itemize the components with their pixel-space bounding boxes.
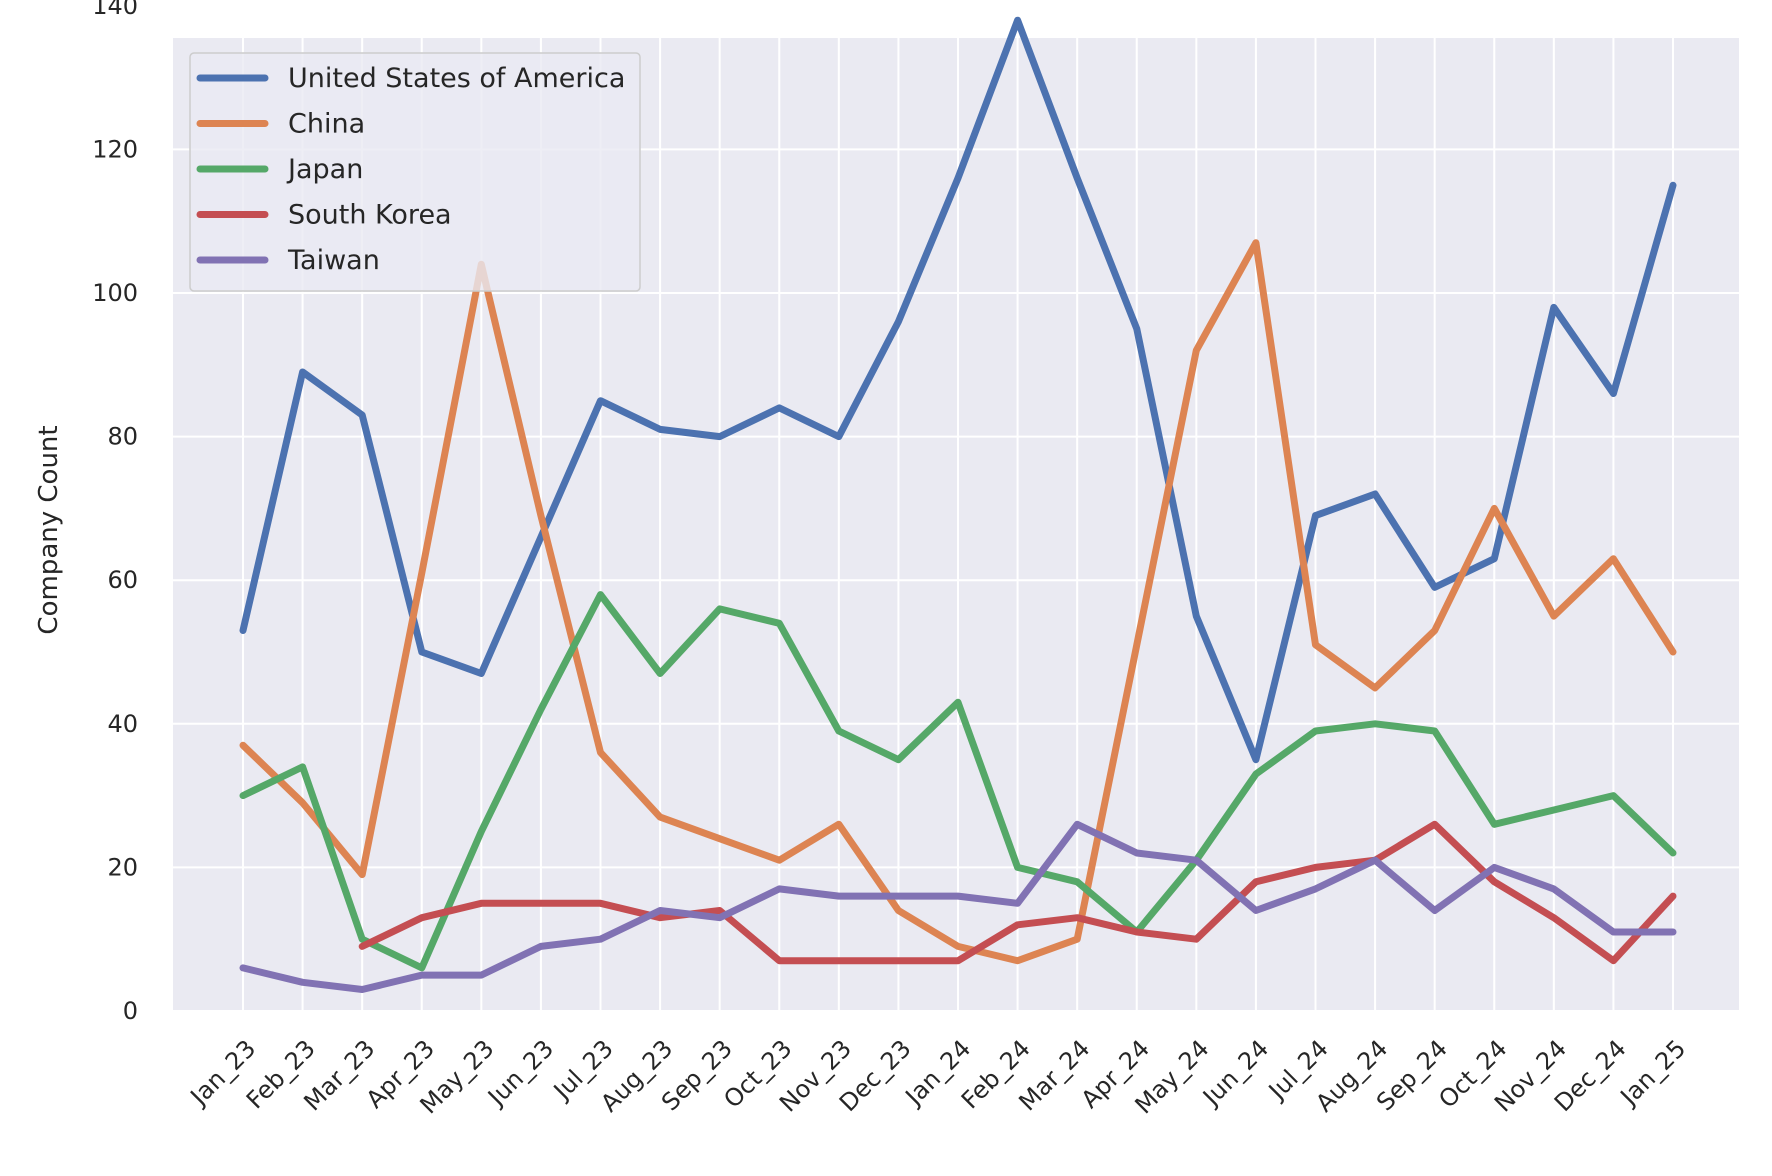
y-tick-label: 80 xyxy=(107,423,138,451)
y-tick-label: 140 xyxy=(92,0,138,20)
y-tick-label: 60 xyxy=(107,566,138,594)
y-tick-label: 20 xyxy=(107,853,138,881)
legend-label: United States of America xyxy=(288,63,625,94)
legend-label: South Korea xyxy=(288,200,452,231)
series-line-united-states-of-america xyxy=(239,16,1677,764)
x-tick-labels: Jan_23Feb_23Mar_23Apr_23May_23Jun_23Jul_… xyxy=(184,1034,1691,1119)
y-tick-label: 40 xyxy=(107,710,138,738)
y-tick-labels: 0 20 40 60 80 100 120 140 xyxy=(92,0,138,1025)
legend-label: Taiwan xyxy=(287,245,380,276)
legend-box xyxy=(189,52,641,292)
x-tick-label: Jun_24 xyxy=(1196,1034,1274,1112)
y-tick-label: 0 xyxy=(123,997,138,1025)
legend-label: China xyxy=(288,109,365,140)
series-line-south-korea xyxy=(358,820,1677,965)
legend-label: Japan xyxy=(286,154,363,185)
x-tick-label: Jan_25 xyxy=(1614,1034,1691,1111)
x-tick-label: Jun_23 xyxy=(481,1034,559,1112)
series-line-japan xyxy=(239,591,1677,972)
legend: United States of America China Japan South … xyxy=(189,52,641,292)
y-tick-label: 100 xyxy=(92,279,138,307)
y-axis-label: Company Count xyxy=(34,425,64,634)
y-tick-label: 120 xyxy=(92,135,138,163)
series-line-taiwan xyxy=(239,820,1677,993)
